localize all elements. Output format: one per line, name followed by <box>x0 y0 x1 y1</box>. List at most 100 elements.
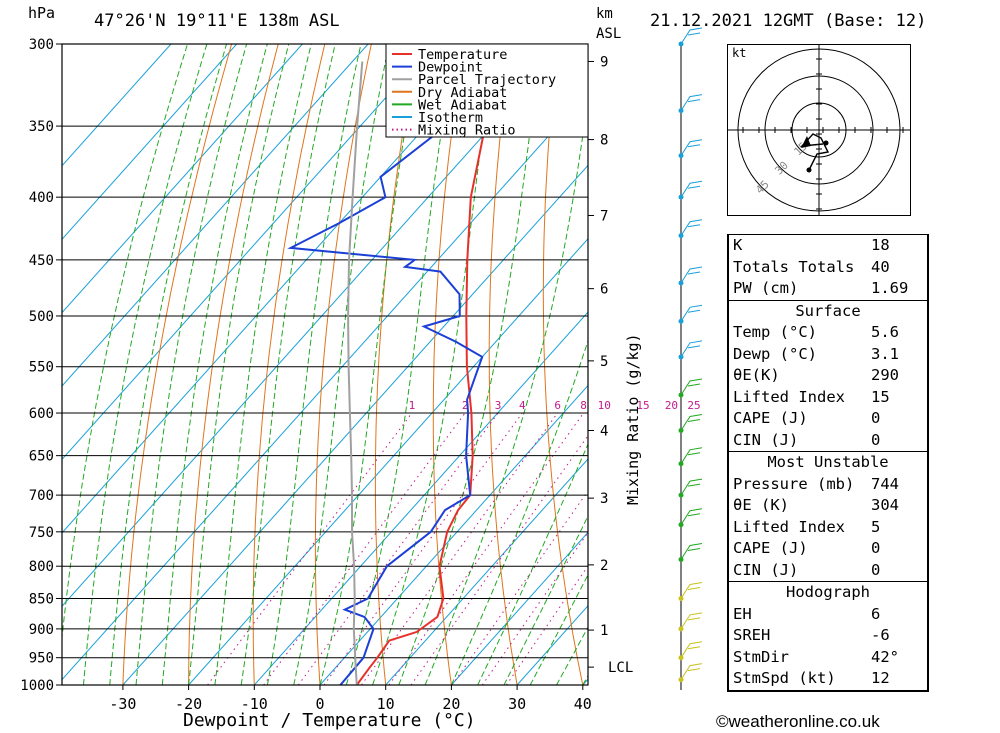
pressure-tick-label: 950 <box>29 651 54 667</box>
wind-barb <box>680 94 703 111</box>
dewpoint-line <box>287 44 556 685</box>
wind-level-dot <box>678 557 684 563</box>
mixing-ratio-label: 6 <box>554 399 561 412</box>
mixing-ratio-label: 15 <box>636 399 649 412</box>
index-value: 3.1 <box>871 344 899 363</box>
mixing-ratio-line <box>361 412 559 685</box>
isotherm-line <box>451 531 588 685</box>
pressure-tick-label: 800 <box>29 559 54 575</box>
index-label: CAPE (J) <box>733 409 808 427</box>
index-label: EH <box>733 604 752 623</box>
index-row: Pressure (mb) 744 <box>733 474 923 496</box>
wind-barb <box>680 478 703 496</box>
hodograph-title: Hodograph <box>786 583 870 601</box>
index-label: Lifted Index <box>733 387 845 406</box>
pressure-tick-label: 750 <box>29 525 54 541</box>
wind-barb <box>680 139 703 156</box>
wet-adiabat-line <box>345 44 456 685</box>
index-value: 6 <box>871 604 881 623</box>
wet-adiabat-line <box>293 44 390 685</box>
index-label: Temp (°C) <box>733 323 817 341</box>
pressure-tick-label: 400 <box>29 190 54 206</box>
height-tick-label: 4 <box>600 423 608 439</box>
index-row: StmDir 42° <box>733 647 923 669</box>
isotherm-line <box>188 237 588 685</box>
index-value: -6 <box>871 626 890 644</box>
pressure-tick-label: 600 <box>29 406 54 422</box>
mixing-ratio-label: 10 <box>598 399 611 412</box>
wind-barb-column <box>678 27 703 690</box>
index-row: Lifted Index 15 <box>733 387 923 409</box>
x-tick-label: -20 <box>175 695 202 713</box>
k-value: 18 <box>871 236 890 254</box>
copyright-link[interactable]: ©weatheronline.co.uk <box>716 712 880 731</box>
mixing-ratio-line <box>410 434 588 685</box>
legend-entry: Temperature <box>418 47 507 63</box>
most-unstable-section: Most Unstable Pressure (mb) 744 θE (K) 304 L… <box>728 451 928 582</box>
index-value: 0 <box>871 430 881 449</box>
surface-section: Surface Temp (°C) 5.6 Dewp (°C) 3.1 θE(K) 290… <box>728 299 928 452</box>
wind-barb <box>680 641 703 658</box>
pressure-tick-label: 550 <box>29 360 54 376</box>
x-tick-label: 10 <box>377 695 395 713</box>
index-row: Temp (°C) 5.6 <box>733 322 923 344</box>
index-value: 5 <box>871 517 881 536</box>
index-row: CAPE (J) 0 <box>733 538 923 560</box>
legend-entry: Dewpoint <box>418 60 483 76</box>
index-row: EH 6 <box>733 604 923 626</box>
wind-barb <box>680 340 703 358</box>
wind-level-dot <box>678 626 684 632</box>
index-value: 290 <box>871 366 899 384</box>
parcel-trajectory-line <box>347 61 364 685</box>
mixing-ratio-line <box>451 490 588 685</box>
wet-adiabat-line <box>188 44 290 685</box>
index-label: θE (K) <box>733 496 789 514</box>
pressure-tick-label: 500 <box>29 309 54 325</box>
height-tick-label: 5 <box>600 354 608 370</box>
wet-adiabat-line <box>503 514 588 685</box>
dry-adiabat-line <box>122 44 233 685</box>
index-row: CAPE (J) 0 <box>733 408 923 430</box>
index-value: 0 <box>871 560 881 579</box>
pressure-tick-label: 450 <box>29 253 54 269</box>
index-label: CIN (J) <box>733 560 799 579</box>
dry-adiabat-line <box>930 44 1000 685</box>
height-tick-label: 8 <box>600 133 608 149</box>
surface-title: Surface <box>795 301 861 320</box>
wet-adiabat-line <box>319 44 421 685</box>
plot-frame <box>61 43 589 686</box>
basic-indices: K 18 Totals Totals 40 PW (cm) 1.69 <box>728 234 928 301</box>
wet-adiabat-line <box>266 44 362 685</box>
wet-adiabat-line <box>214 44 312 685</box>
wet-adiabat-line <box>83 44 208 685</box>
height-tick-label: 9 <box>600 54 608 70</box>
pressure-tick-label: 300 <box>29 37 54 53</box>
pressure-unit: hPa <box>28 4 56 22</box>
mixing-ratio-label: 3 <box>495 399 502 412</box>
dry-adiabat-line <box>432 44 465 685</box>
isotherm-line <box>62 44 303 314</box>
isotherm-line <box>62 44 500 534</box>
mixing-ratio-line <box>388 412 585 685</box>
index-row: θE (K) 304 <box>733 495 923 517</box>
index-label: CAPE (J) <box>733 539 808 557</box>
wind-barb <box>680 266 703 284</box>
location-title: 47°26'N 19°11'E 138m ASL <box>94 11 340 31</box>
wind-level-dot <box>678 677 684 683</box>
height-tick-label: 6 <box>600 282 608 298</box>
datetime-title: 21.12.2021 12GMT (Base: 12) <box>650 11 927 31</box>
isotherm-line <box>62 44 435 461</box>
legend-entry: Isotherm <box>418 110 483 126</box>
height-tick-label: 2 <box>600 558 608 574</box>
pressure-tick-label: 850 <box>29 591 54 607</box>
pw-value: 1.69 <box>871 279 909 297</box>
index-row: θE(K) 290 <box>733 365 923 387</box>
dry-adiabat-line <box>188 44 279 685</box>
isotherm-line <box>253 311 588 685</box>
wind-level-dot <box>678 354 684 360</box>
wind-barb <box>680 27 703 45</box>
height-unit-km: km <box>596 6 613 22</box>
storm-motion-arrow <box>801 136 811 148</box>
